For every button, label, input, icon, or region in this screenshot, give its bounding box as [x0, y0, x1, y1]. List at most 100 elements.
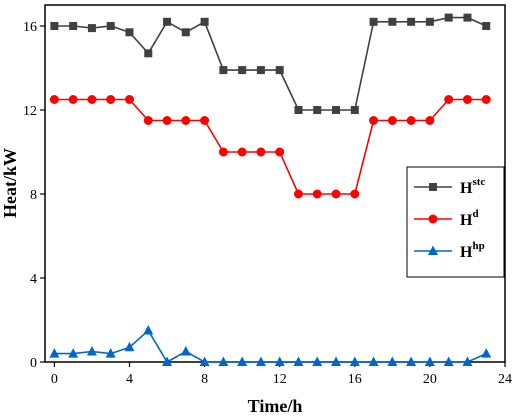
legend-label-sup: stc — [472, 176, 485, 188]
data-point — [294, 106, 303, 114]
data-point — [428, 245, 438, 255]
data-point — [443, 356, 454, 366]
legend-label-sup: hp — [472, 240, 484, 252]
data-point — [293, 356, 304, 366]
data-point — [429, 183, 437, 191]
series-line — [54, 329, 487, 364]
series-h-hp — [49, 325, 492, 366]
data-point — [406, 356, 417, 366]
data-point — [331, 356, 342, 366]
data-point — [87, 24, 96, 33]
data-point — [68, 348, 79, 358]
data-point — [463, 13, 472, 22]
data-point — [199, 356, 210, 366]
data-point — [163, 17, 172, 26]
data-point — [238, 66, 247, 75]
data-point — [313, 106, 322, 114]
x-tick-label: 12 — [273, 372, 287, 387]
data-point — [124, 341, 135, 352]
y-tick-label: 12 — [23, 104, 37, 119]
x-tick-label: 0 — [51, 372, 58, 387]
data-point — [125, 28, 134, 37]
x-tick-label: 16 — [348, 372, 362, 387]
data-point — [331, 189, 341, 199]
data-point — [275, 147, 285, 157]
data-point — [105, 348, 116, 358]
data-point — [162, 356, 173, 366]
data-point — [275, 66, 284, 75]
data-point — [180, 346, 191, 356]
data-point — [219, 66, 228, 75]
data-point — [407, 17, 416, 26]
data-point — [481, 95, 491, 104]
data-point — [256, 66, 265, 75]
data-point — [144, 49, 153, 58]
axis-ticks: 0 4 8 12 16 20 24 0 4 8 12 16 — [23, 20, 512, 387]
data-point — [425, 116, 435, 125]
y-tick-label: 4 — [30, 272, 37, 287]
data-point — [162, 116, 172, 125]
data-point — [49, 348, 60, 358]
data-point — [424, 356, 435, 366]
y-tick-label: 8 — [30, 188, 37, 203]
data-point — [369, 17, 378, 26]
x-tick-label: 20 — [423, 372, 437, 387]
data-point — [274, 356, 285, 366]
x-tick-label: 4 — [126, 372, 133, 387]
data-point — [143, 325, 154, 335]
data-point — [350, 106, 359, 114]
data-point — [293, 189, 303, 199]
data-point — [350, 189, 360, 199]
data-point — [406, 116, 416, 125]
data-point — [312, 189, 322, 199]
data-point — [255, 356, 266, 366]
data-point — [462, 356, 473, 366]
x-tick-label: 8 — [201, 372, 208, 387]
data-point — [462, 95, 472, 104]
y-axis-title: Heat/kW — [0, 148, 20, 218]
data-point — [425, 17, 434, 26]
data-point — [387, 116, 397, 125]
x-tick-label: 24 — [498, 372, 512, 387]
data-point — [106, 22, 115, 30]
data-point — [428, 214, 438, 224]
data-point — [482, 22, 491, 30]
data-point — [388, 17, 397, 26]
y-tick-label: 0 — [30, 356, 37, 371]
data-point — [68, 95, 78, 104]
data-point — [481, 348, 492, 358]
data-point — [200, 116, 210, 125]
data-point — [87, 95, 97, 104]
legend-label-sup: d — [472, 208, 478, 220]
x-axis-title: Time/h — [248, 396, 303, 416]
data-point — [218, 356, 229, 366]
data-point — [444, 95, 454, 104]
data-point — [69, 22, 78, 30]
series-line — [54, 16, 487, 111]
data-point — [444, 13, 453, 22]
series-layer — [49, 13, 492, 366]
series-h-stc — [50, 13, 491, 114]
data-point — [387, 356, 398, 366]
data-point — [200, 17, 209, 26]
data-point — [181, 28, 190, 37]
data-point — [369, 116, 379, 125]
data-point — [218, 147, 228, 157]
data-point — [368, 356, 379, 366]
y-tick-label: 16 — [23, 20, 37, 35]
data-point — [50, 22, 59, 30]
data-point — [237, 356, 248, 366]
data-point — [124, 95, 134, 104]
data-point — [181, 116, 191, 125]
data-point — [312, 356, 323, 366]
data-point — [143, 116, 153, 125]
legend-box — [406, 166, 505, 278]
data-point — [106, 95, 116, 104]
data-point — [349, 356, 360, 366]
data-point — [332, 106, 341, 114]
data-point — [237, 147, 247, 157]
data-point — [49, 95, 59, 104]
data-point — [256, 147, 266, 157]
